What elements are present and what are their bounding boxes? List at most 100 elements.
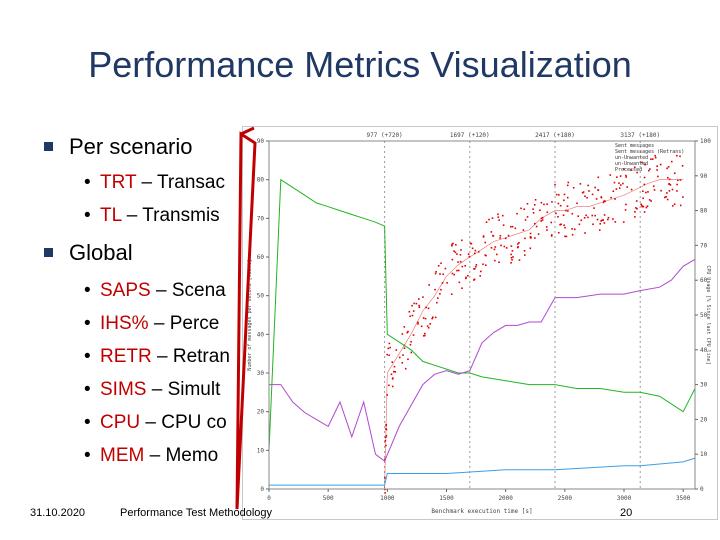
message-point — [520, 207, 522, 210]
message-point — [484, 264, 487, 267]
message-point — [470, 242, 473, 245]
message-point — [516, 243, 519, 245]
message-point — [451, 244, 453, 247]
message-point — [454, 251, 457, 254]
message-point — [576, 202, 578, 205]
message-point — [451, 258, 454, 261]
message-point — [461, 287, 463, 289]
bullet-text: – Perce — [148, 313, 220, 334]
y-tick-label-left: 10 — [257, 447, 265, 454]
message-point — [667, 166, 670, 168]
message-point — [422, 317, 425, 319]
message-point — [409, 343, 412, 346]
message-point — [616, 176, 618, 179]
legend-entry: Sent messages — [615, 143, 654, 149]
message-point — [668, 190, 671, 192]
message-point — [386, 394, 389, 396]
message-point — [498, 219, 500, 221]
message-point — [656, 165, 658, 167]
message-point — [468, 255, 471, 258]
message-point — [526, 202, 529, 205]
message-point — [654, 156, 657, 159]
message-point — [668, 178, 671, 181]
message-point — [440, 288, 442, 291]
message-point — [457, 269, 460, 272]
message-point — [495, 253, 498, 256]
message-point — [676, 154, 678, 157]
marker-label: 1697 (+120) — [450, 132, 490, 139]
message-point — [619, 175, 622, 177]
message-point — [550, 221, 553, 224]
message-point — [418, 298, 420, 300]
bullet-text: – CPU co — [140, 412, 227, 433]
message-point — [643, 176, 646, 179]
dot-bullet-icon: • — [84, 412, 91, 433]
message-point — [546, 211, 549, 214]
message-point — [663, 196, 666, 199]
message-point — [642, 190, 644, 193]
message-point — [384, 439, 387, 442]
message-point — [418, 304, 420, 307]
message-point — [392, 377, 394, 379]
message-point — [563, 199, 565, 202]
message-point — [517, 245, 519, 248]
y-tick-label-left: 0 — [260, 486, 264, 493]
message-point — [402, 354, 404, 356]
message-point — [622, 221, 625, 223]
message-point — [563, 224, 565, 227]
message-point — [503, 245, 506, 248]
abbr-tl: TL — [100, 205, 122, 226]
message-point — [385, 434, 388, 437]
message-point — [482, 236, 485, 238]
dot-bullet-icon: • — [84, 205, 91, 226]
y-tick-label-left: 70 — [257, 215, 265, 222]
message-point — [603, 214, 606, 216]
message-point — [422, 296, 424, 298]
message-point — [529, 237, 532, 239]
message-point — [473, 268, 475, 270]
message-point — [603, 200, 606, 202]
message-point — [660, 189, 662, 192]
message-point — [656, 169, 658, 171]
message-point — [479, 270, 482, 273]
message-point — [539, 209, 541, 212]
message-point — [641, 204, 643, 207]
message-point — [404, 367, 407, 370]
message-point — [571, 228, 573, 230]
message-point — [630, 188, 633, 191]
bullet-ihs: • IHS% – Perce — [84, 313, 219, 335]
message-point — [673, 172, 676, 175]
message-point — [482, 235, 485, 237]
chart-series — [268, 154, 696, 494]
bullet-mem: • MEM – Memo — [84, 445, 218, 467]
message-point — [499, 234, 502, 237]
message-point — [410, 340, 412, 343]
message-point — [642, 197, 644, 200]
message-point — [651, 158, 654, 160]
y-axis-label-right: CPU Usage [% Since last CPU line] — [705, 265, 711, 364]
message-point — [636, 171, 638, 174]
message-point — [646, 205, 649, 208]
footer-title: Performance Test Methodology — [120, 507, 273, 519]
message-point — [446, 282, 448, 284]
message-point — [649, 168, 651, 170]
y-tick-label-right: 10 — [700, 451, 708, 458]
message-point — [679, 155, 681, 158]
message-point — [566, 184, 569, 187]
message-point — [571, 233, 574, 236]
message-point — [610, 196, 612, 199]
message-point — [388, 384, 390, 387]
message-point — [601, 219, 603, 222]
message-point — [557, 194, 560, 196]
message-point — [597, 176, 600, 179]
message-point — [526, 216, 529, 218]
message-point — [567, 210, 569, 212]
message-point — [389, 346, 391, 349]
message-point — [666, 167, 668, 170]
message-point — [429, 323, 432, 325]
message-point — [485, 254, 487, 257]
bullet-text: – Retran — [151, 346, 230, 367]
message-point — [459, 260, 462, 263]
message-point — [559, 223, 561, 226]
